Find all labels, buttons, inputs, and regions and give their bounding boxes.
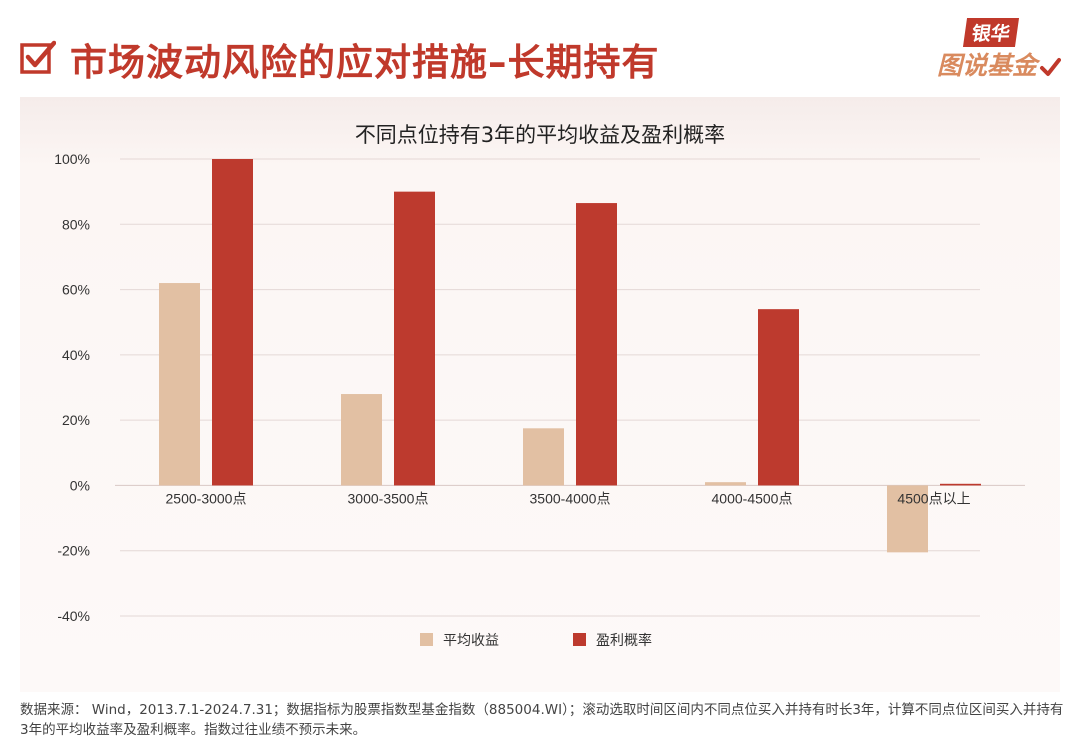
checkbox-check-icon: [20, 40, 56, 74]
avg-return-bar: [159, 283, 200, 486]
y-tick-label: -20%: [57, 543, 90, 559]
page-title: 市场波动风险的应对措施–长期持有: [70, 41, 660, 84]
brand-logo: 银华 图说基金: [935, 18, 1065, 80]
footnote: 数据来源： Wind，2013.7.1-2024.7.31；数据指标为股票指数型…: [20, 702, 1064, 738]
x-tick-label: 3000-3500点: [348, 490, 429, 506]
y-tick-label: 100%: [54, 151, 90, 167]
x-tick-label: 4000-4500点: [712, 490, 793, 506]
y-tick-label: 80%: [62, 216, 90, 232]
avg-return-bar: [887, 485, 928, 553]
chart-title: 不同点位持有3年的平均收益及盈利概率: [355, 123, 725, 147]
legend-swatch: [573, 633, 586, 646]
legend-label: 盈利概率: [596, 632, 652, 649]
chart-panel: 不同点位持有3年的平均收益及盈利概率 100% 80% 60% 40% 20% 0% -20%…: [20, 97, 1060, 692]
x-tick-label: 4500点以上: [897, 490, 970, 506]
legend-swatch: [420, 633, 433, 646]
y-tick-label: 0%: [70, 477, 90, 493]
win-rate-bar: [212, 159, 253, 486]
win-rate-bar: [576, 203, 617, 486]
win-rate-bar: [394, 191, 435, 486]
bar-chart: 不同点位持有3年的平均收益及盈利概率 100% 80% 60% 40% 20% 0% -20%…: [54, 123, 1025, 649]
avg-return-bar: [705, 482, 746, 486]
y-tick-label: -40%: [57, 608, 90, 624]
y-tick-label: 60%: [62, 282, 90, 298]
avg-return-bar: [341, 394, 382, 486]
legend-label: 平均收益: [443, 633, 499, 649]
logo-check-icon: [1040, 58, 1061, 76]
header: 市场波动风险的应对措施–长期持有 银华 图说基金: [0, 0, 1080, 95]
win-rate-bar: [758, 309, 799, 486]
avg-return-bar: [523, 428, 564, 486]
x-tick-label: 2500-3000点: [166, 490, 247, 506]
logo-top-text: 银华: [962, 18, 1020, 47]
x-tick-label: 3500-4000点: [530, 490, 611, 506]
y-tick-label: 40%: [62, 347, 90, 363]
y-tick-label: 20%: [62, 412, 90, 428]
win-rate-bar: [940, 483, 981, 486]
logo-bottom-text: 图说基金: [937, 51, 1038, 80]
